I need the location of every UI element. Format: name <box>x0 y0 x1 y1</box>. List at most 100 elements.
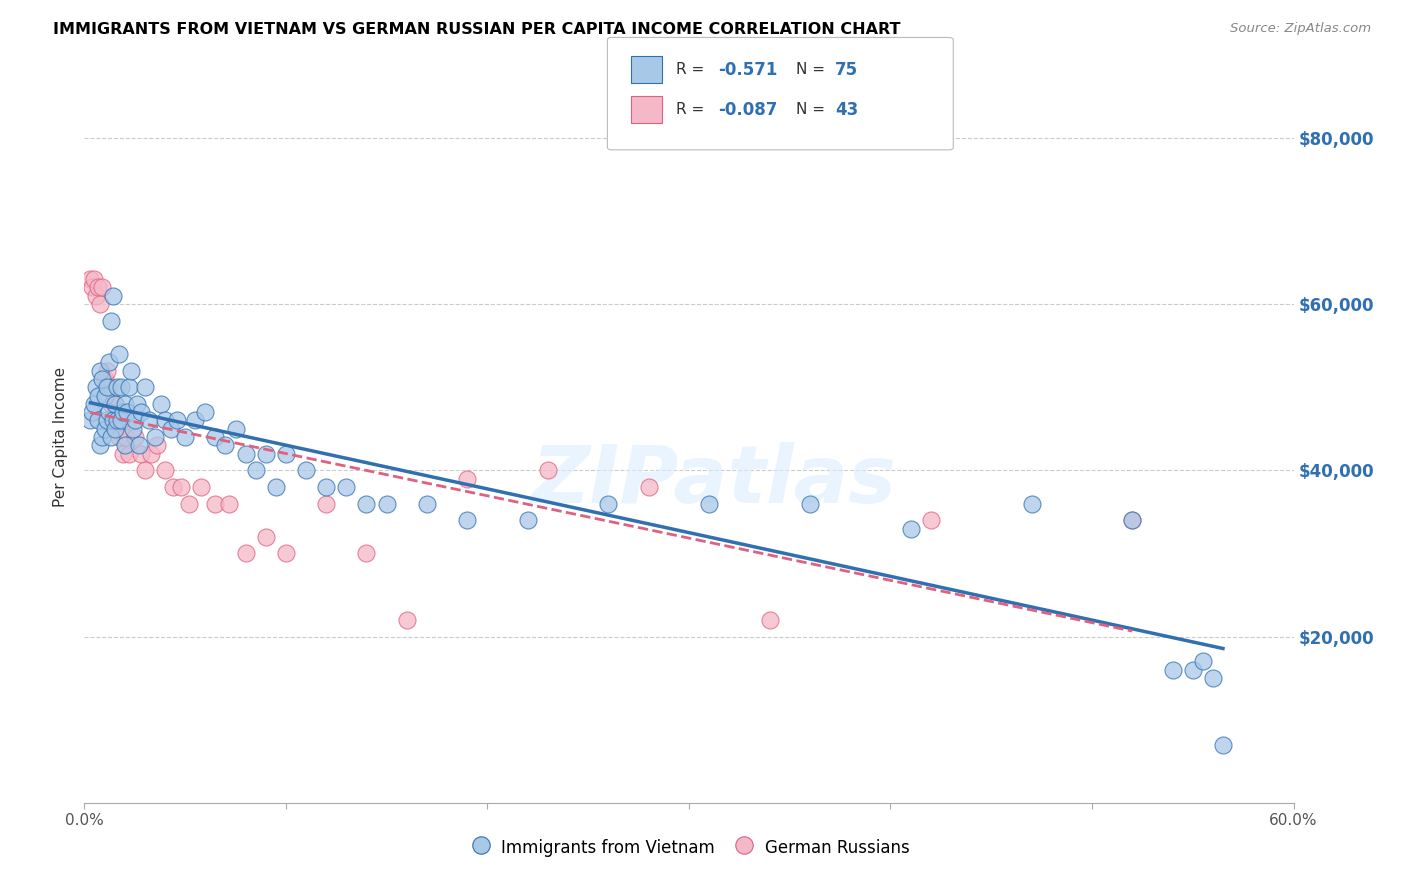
Point <box>264 480 287 494</box>
Point <box>160 422 183 436</box>
Point <box>254 447 277 461</box>
Point <box>235 447 257 461</box>
Point <box>86 380 108 394</box>
Point <box>315 480 337 494</box>
Point <box>697 497 720 511</box>
Point <box>356 497 378 511</box>
Point <box>184 413 207 427</box>
Point <box>162 480 184 494</box>
Point <box>91 280 114 294</box>
Point <box>79 413 101 427</box>
Point <box>100 430 122 444</box>
Point <box>274 447 297 461</box>
Point <box>416 497 439 511</box>
Point <box>89 438 111 452</box>
Point <box>1121 513 1143 527</box>
Point <box>89 363 111 377</box>
Point <box>82 280 104 294</box>
Point <box>114 438 136 452</box>
Point <box>146 438 169 452</box>
Point <box>79 272 101 286</box>
Point <box>129 447 152 461</box>
Point <box>97 380 120 394</box>
Point <box>1121 513 1143 527</box>
Point <box>107 347 129 361</box>
Point <box>118 380 141 394</box>
Point <box>375 497 398 511</box>
Point <box>93 422 115 436</box>
Point <box>107 430 129 444</box>
Point <box>153 463 176 477</box>
Text: -0.571: -0.571 <box>718 61 778 78</box>
Point <box>1202 671 1225 685</box>
Text: R =: R = <box>676 103 710 117</box>
Text: R =: R = <box>676 62 710 77</box>
Point <box>254 530 277 544</box>
Point <box>115 405 138 419</box>
Point <box>799 497 821 511</box>
Text: Source: ZipAtlas.com: Source: ZipAtlas.com <box>1230 22 1371 36</box>
Point <box>114 430 136 444</box>
Point <box>456 513 478 527</box>
Point <box>598 497 620 511</box>
Point <box>101 289 124 303</box>
Point <box>190 480 212 494</box>
Point <box>356 546 378 560</box>
Point <box>91 372 114 386</box>
Point <box>194 405 217 419</box>
Point <box>134 380 156 394</box>
Point <box>204 497 226 511</box>
Point <box>86 289 108 303</box>
Point <box>101 413 124 427</box>
Point <box>87 280 110 294</box>
Point <box>245 463 267 477</box>
Point <box>104 397 127 411</box>
Legend: Immigrants from Vietnam, German Russians: Immigrants from Vietnam, German Russians <box>461 830 917 864</box>
Point <box>93 372 115 386</box>
Y-axis label: Per Capita Income: Per Capita Income <box>53 367 69 508</box>
Point <box>225 422 247 436</box>
Point <box>204 430 226 444</box>
Point <box>105 413 128 427</box>
Point <box>82 405 104 419</box>
Text: 75: 75 <box>835 61 858 78</box>
Point <box>315 497 337 511</box>
Point <box>87 413 110 427</box>
Point <box>111 405 134 419</box>
Point <box>101 413 124 427</box>
Point <box>118 447 141 461</box>
Point <box>166 413 188 427</box>
Point <box>83 272 105 286</box>
Point <box>153 413 176 427</box>
Point <box>114 397 136 411</box>
Text: -0.087: -0.087 <box>718 101 778 119</box>
Point <box>83 397 105 411</box>
Text: ZIPatlas: ZIPatlas <box>530 442 896 520</box>
Point <box>91 430 114 444</box>
Point <box>138 413 160 427</box>
Point <box>125 397 148 411</box>
Point <box>1161 663 1184 677</box>
Point <box>395 613 418 627</box>
Point <box>1021 497 1043 511</box>
Point <box>105 380 128 394</box>
Point <box>100 314 122 328</box>
Point <box>105 413 128 427</box>
Point <box>87 388 110 402</box>
Text: N =: N = <box>796 62 830 77</box>
Point <box>96 363 118 377</box>
Point <box>97 355 120 369</box>
Point <box>295 463 318 477</box>
Point <box>516 513 538 527</box>
Point <box>100 397 122 411</box>
Point <box>124 430 146 444</box>
Point <box>121 422 143 436</box>
Point <box>110 380 132 394</box>
Point <box>335 480 357 494</box>
Point <box>110 413 132 427</box>
Point <box>104 397 127 411</box>
Point <box>96 380 118 394</box>
Point <box>110 422 132 436</box>
Point <box>1192 655 1215 669</box>
Point <box>139 447 162 461</box>
